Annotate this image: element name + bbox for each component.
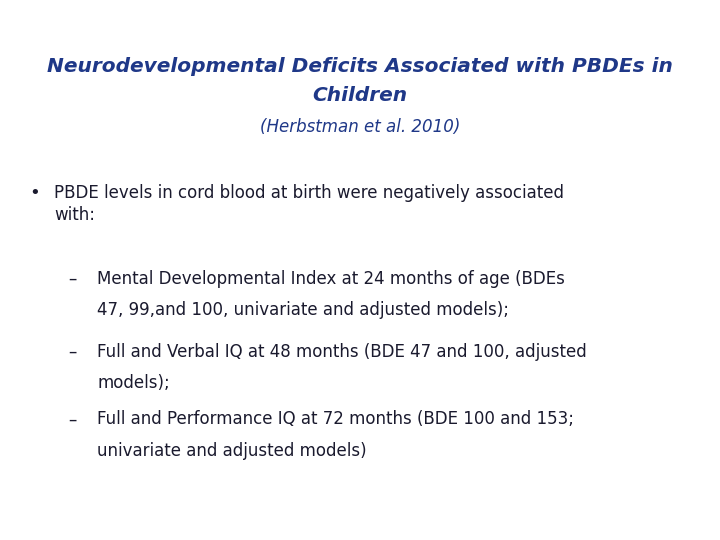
Text: univariate and adjusted models): univariate and adjusted models) [97, 442, 366, 460]
Text: Full and Performance IQ at 72 months (BDE 100 and 153;: Full and Performance IQ at 72 months (BD… [97, 410, 575, 428]
Text: –: – [68, 343, 77, 361]
Text: –: – [68, 410, 77, 428]
Text: Children: Children [312, 86, 408, 105]
Text: –: – [68, 270, 77, 288]
Text: PBDE levels in cord blood at birth were negatively associated: PBDE levels in cord blood at birth were … [54, 184, 564, 201]
Text: models);: models); [97, 374, 170, 392]
Text: with:: with: [54, 206, 95, 224]
Text: Full and Verbal IQ at 48 months (BDE 47 and 100, adjusted: Full and Verbal IQ at 48 months (BDE 47 … [97, 343, 587, 361]
Text: (Herbstman et al. 2010): (Herbstman et al. 2010) [260, 118, 460, 136]
Text: Mental Developmental Index at 24 months of age (BDEs: Mental Developmental Index at 24 months … [97, 270, 565, 288]
Text: Neurodevelopmental Deficits Associated with PBDEs in: Neurodevelopmental Deficits Associated w… [47, 57, 673, 76]
Text: 47, 99,and 100, univariate and adjusted models);: 47, 99,and 100, univariate and adjusted … [97, 301, 509, 319]
Text: •: • [29, 184, 40, 201]
